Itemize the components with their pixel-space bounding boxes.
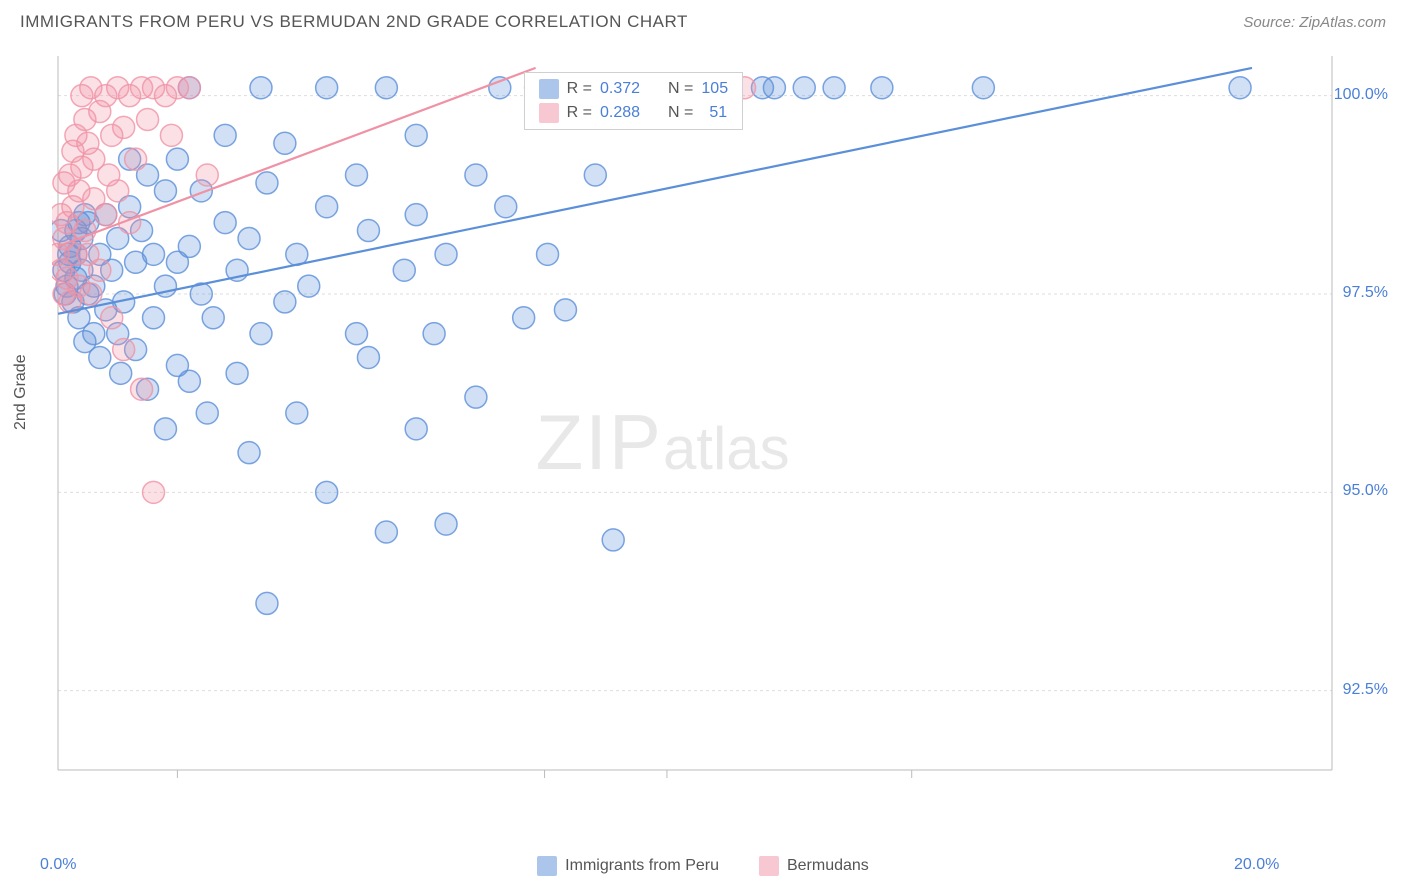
legend-item-peru: Immigrants from Peru bbox=[537, 856, 719, 876]
y-tick-label: 97.5% bbox=[1343, 284, 1388, 302]
r-label: R = bbox=[567, 104, 592, 122]
berm-r-value: 0.288 bbox=[600, 104, 640, 122]
source-label: Source: bbox=[1243, 14, 1299, 31]
y-axis-label: 2nd Grade bbox=[12, 354, 30, 430]
peru-n-value: 105 bbox=[701, 80, 728, 98]
peru-legend-swatch-icon bbox=[537, 856, 557, 876]
y-tick-label: 100.0% bbox=[1334, 86, 1388, 104]
legend-item-berm: Bermudans bbox=[759, 856, 869, 876]
n-label: N = bbox=[668, 80, 693, 98]
chart-area: R = 0.372 N = 105 R = 0.288 N = 51 ZIPat… bbox=[52, 50, 1342, 810]
watermark-atlas: atlas bbox=[663, 415, 790, 482]
peru-swatch-icon bbox=[539, 79, 559, 99]
peru-r-value: 0.372 bbox=[600, 80, 640, 98]
y-tick-label: 95.0% bbox=[1343, 482, 1388, 500]
watermark: ZIPatlas bbox=[536, 397, 790, 488]
r-label: R = bbox=[567, 80, 592, 98]
berm-legend-label: Bermudans bbox=[787, 857, 869, 875]
stats-row-berm: R = 0.288 N = 51 bbox=[525, 101, 742, 125]
peru-legend-label: Immigrants from Peru bbox=[565, 857, 719, 875]
watermark-zip: ZIP bbox=[536, 398, 663, 486]
bottom-legend: Immigrants from Peru Bermudans bbox=[0, 856, 1406, 876]
n-label: N = bbox=[668, 104, 693, 122]
chart-title: IMMIGRANTS FROM PERU VS BERMUDAN 2ND GRA… bbox=[20, 12, 688, 32]
stats-row-peru: R = 0.372 N = 105 bbox=[525, 77, 742, 101]
correlation-stats-box: R = 0.372 N = 105 R = 0.288 N = 51 bbox=[524, 72, 743, 130]
y-tick-label: 92.5% bbox=[1343, 681, 1388, 699]
berm-swatch-icon bbox=[539, 103, 559, 123]
source-name: ZipAtlas.com bbox=[1299, 14, 1386, 31]
source-attribution: Source: ZipAtlas.com bbox=[1243, 14, 1386, 31]
berm-legend-swatch-icon bbox=[759, 856, 779, 876]
berm-n-value: 51 bbox=[701, 104, 727, 122]
